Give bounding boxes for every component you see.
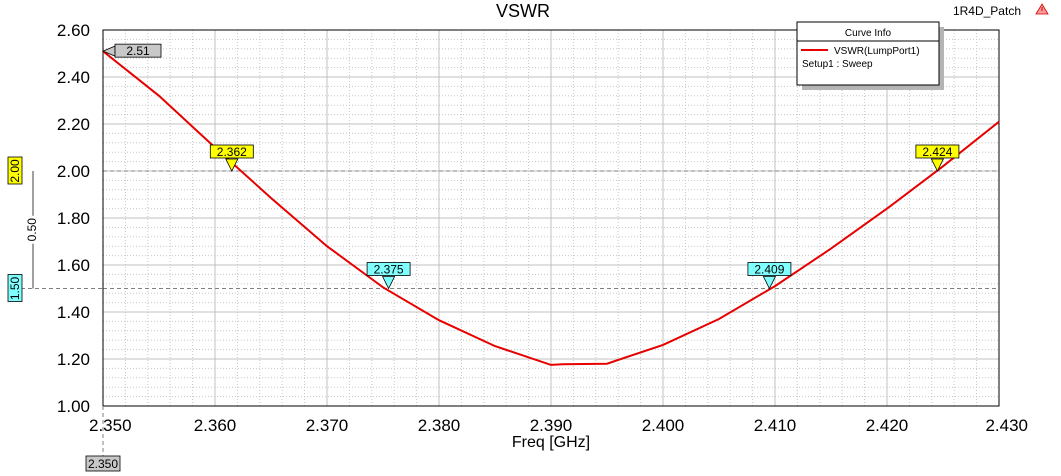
legend-box: Curve Info VSWR(LumpPort1) Setup1 : Swee… [796, 21, 944, 90]
x-marker-box [85, 455, 121, 472]
y-tick-label: 1.20 [57, 350, 90, 369]
marker-pointer [101, 45, 116, 57]
x-tick-label: 2.370 [306, 416, 349, 435]
legend-title: Curve Info [845, 28, 892, 39]
x-tick-label: 2.410 [754, 416, 797, 435]
x-marker-label: 2.350 [88, 457, 118, 471]
delta-tag: 0.50 [25, 218, 39, 242]
plot-frame [102, 29, 1000, 407]
legend-entry: VSWR(LumpPort1) [834, 46, 920, 57]
marker-label: 2.375 [374, 263, 404, 277]
marker-box [209, 144, 254, 159]
tick-labels: 2.350 2.360 2.370 2.380 2.390 2.400 2.410 2.420… [57, 21, 1028, 435]
marker-box [747, 262, 792, 276]
y-tick-label: 1.80 [57, 209, 90, 228]
delta-bg [27, 215, 39, 244]
series-layer [102, 50, 1000, 366]
y-marker-label: 1.50 [8, 276, 22, 300]
series-line [102, 50, 1000, 366]
x-axis-label: Freq [GHz] [512, 434, 590, 451]
marker-label: 2.409 [754, 263, 784, 277]
x-tick-label: 2.420 [866, 416, 909, 435]
marker-label: 2.362 [217, 145, 247, 159]
marker-label: 2.51 [126, 44, 150, 58]
x-tick-label: 2.390 [530, 416, 573, 435]
x-tick-label: 2.350 [89, 416, 132, 435]
legend-subtitle: Setup1 : Sweep [802, 59, 873, 70]
marker-pointer [930, 158, 945, 172]
marker-pointer [762, 276, 777, 290]
chart-title: VSWR [496, 1, 550, 21]
y-tick-label: 2.00 [57, 162, 90, 181]
y-marker-tag: 2.00 [7, 156, 23, 185]
y-tick-label: 1.60 [57, 256, 90, 275]
delta-label: 0.50 [25, 218, 39, 242]
y-tick-label: 2.20 [57, 115, 90, 134]
y-marker-box [7, 274, 23, 302]
y-tick-label: 2.40 [57, 68, 90, 87]
marker-box [114, 43, 162, 58]
marker-pointer [225, 158, 239, 172]
marker-pointer [381, 276, 396, 290]
design-name: 1R4D_Patch [953, 4, 1021, 18]
marker-box [915, 144, 960, 159]
x-tick-label: 2.380 [418, 416, 461, 435]
marker-box [366, 262, 411, 276]
x-tick-label: 2.400 [642, 416, 685, 435]
x-tick-label: 2.430 [985, 416, 1028, 435]
markers-layer: 2.51 2.362 2.375 2.409 2.424 [101, 43, 960, 290]
y-marker-tag: 1.50 [7, 274, 23, 302]
y-tick-label: 2.60 [57, 21, 90, 40]
x-tick-label: 2.360 [194, 416, 237, 435]
axis-markers-layer: 2.00 1.50 0.50 2.350 [7, 156, 121, 472]
warning-icon [1035, 3, 1049, 15]
y-marker-label: 2.00 [8, 159, 22, 183]
reference-lines [103, 170, 999, 289]
y-tick-label: 1.00 [57, 397, 90, 416]
y-tick-label: 1.40 [57, 303, 90, 322]
marker-label: 2.424 [922, 145, 952, 159]
y-marker-box [7, 156, 23, 185]
